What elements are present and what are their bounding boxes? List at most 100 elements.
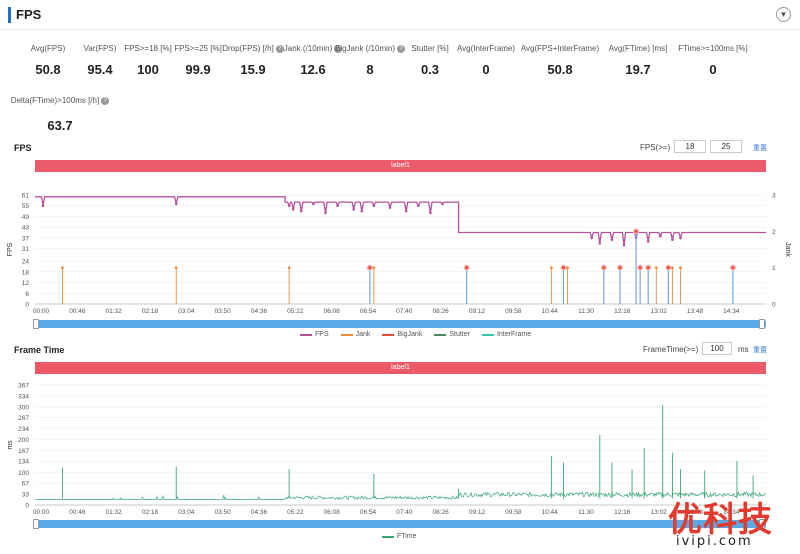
frametime-unit: ms [738, 345, 749, 354]
section-header: FPS ▼ [0, 0, 800, 30]
legend-label: FTime [397, 533, 417, 540]
bigjank-event-point [602, 266, 606, 270]
jank-event-point [287, 266, 291, 270]
fps-y-tick-label: 0 [25, 302, 29, 309]
metric-label: Avg(InterFrame) [448, 38, 524, 60]
frametime-legend: FTime [382, 533, 417, 540]
jank-y-tick-label: 1 [772, 265, 776, 272]
section-title: FPS [16, 7, 42, 22]
metric-6: BigJank (/10min)? 8 [332, 38, 408, 77]
fps-x-tick-label: 09:58 [505, 308, 522, 315]
fps-slider-handle-right[interactable] [759, 319, 765, 329]
fps-x-tick-label: 12:16 [614, 308, 631, 315]
metric-label: Avg(FPS+InterFrame) [518, 38, 602, 60]
fps-zoom-slider[interactable] [35, 320, 766, 328]
ft-x-tick-label: 00:00 [33, 509, 50, 516]
bigjank-event-point [465, 266, 469, 270]
fps-y-tick-label: 43 [22, 225, 30, 232]
metric-label: Var(FPS) [62, 38, 138, 60]
chevron-down-icon[interactable]: ▼ [776, 7, 791, 22]
frametime-slider-handle-right[interactable] [759, 519, 765, 529]
fps-dip-point [299, 209, 303, 213]
fps-dip-point [429, 211, 432, 215]
legend-label: Stutter [449, 331, 470, 338]
section-accent-bar [8, 7, 11, 23]
fps-y-tick-label: 18 [22, 269, 30, 276]
frametime-threshold-label: FrameTime(>=) [643, 345, 699, 354]
jank-y-axis-label: Jank [784, 242, 791, 257]
metric-8: Avg(InterFrame) 0 [448, 38, 524, 77]
frametime-slider-handle-left[interactable] [33, 519, 39, 529]
metric-value: 0 [482, 62, 490, 77]
fps-dip-point [312, 202, 315, 206]
legend-label: FPS [315, 331, 329, 338]
fps-x-tick-label: 03:50 [215, 308, 232, 315]
metric-value: 95.4 [87, 62, 113, 77]
ft-y-tick-label: 267 [18, 415, 29, 422]
jank-y-tick-label: 0 [772, 302, 776, 309]
ft-y-tick-label: 67 [22, 481, 30, 488]
ft-x-tick-label: 01:32 [106, 509, 123, 516]
legend-label: InterFrame [496, 331, 532, 338]
metric-value: 19.7 [625, 62, 651, 77]
fps-threshold-input-1[interactable] [674, 140, 706, 153]
fps-x-tick-label: 01:32 [106, 308, 123, 315]
bigjank-event-point [561, 266, 565, 270]
fps-x-tick-label: 13:02 [650, 308, 667, 315]
fps-y-axis-label: FPS [7, 242, 14, 256]
legend-item-bigjank[interactable]: BigJank [382, 331, 422, 338]
help-icon[interactable]: ? [397, 45, 406, 53]
fps-dip-point [679, 236, 682, 240]
legend-item-jank[interactable]: Jank [340, 331, 370, 338]
fps-y-tick-label: 31 [22, 246, 30, 253]
fps-threshold-input-2[interactable] [710, 140, 742, 153]
metric-label-text: FPS>=18 [%] [124, 44, 172, 53]
fps-legend: FPS Jank BigJank Stutter InterFrame [300, 331, 531, 338]
legend-swatch [382, 535, 394, 538]
fps-slider-handle-left[interactable] [33, 319, 39, 329]
help-icon[interactable]: ? [334, 45, 343, 53]
ft-x-tick-label: 14:34 [723, 509, 740, 516]
fps-reset-button[interactable]: 重置 [753, 145, 767, 152]
legend-item-fps[interactable]: FPS [300, 331, 329, 338]
metric-value: 0 [709, 62, 717, 77]
bigjank-event-point [638, 266, 642, 270]
fps-dip-point [41, 204, 45, 208]
frametime-reset-button[interactable]: 重置 [753, 347, 767, 354]
help-icon[interactable]: ? [101, 97, 110, 105]
fps-dip-point [671, 238, 674, 241]
ft-y-tick-label: 167 [18, 448, 29, 455]
fps-y-tick-label: 24 [22, 259, 30, 266]
fps-dip-point [336, 204, 339, 208]
fps-dip-point [610, 238, 614, 241]
fps-dip-point [352, 207, 356, 211]
fps-dip-point [388, 206, 392, 209]
ft-y-axis-label: ms [7, 440, 14, 450]
jank-event-point [174, 266, 178, 270]
ft-y-tick-label: 234 [18, 426, 29, 433]
legend-item-ftime[interactable]: FTime [382, 533, 417, 540]
metric-label-text: FTime>=100ms [%] [678, 44, 748, 53]
jank-event-point [372, 266, 376, 270]
frametime-zoom-slider[interactable] [35, 520, 766, 528]
fps-dip-point [416, 204, 420, 208]
ft-x-tick-label: 05:22 [287, 509, 304, 516]
jank-event-point [549, 266, 553, 270]
fps-chart-title: FPS [14, 143, 32, 153]
fps-label-band: label1 [35, 160, 766, 172]
ft-x-tick-label: 07:40 [396, 509, 413, 516]
jank-event-point [679, 266, 682, 270]
metric-value: 15.9 [240, 62, 266, 77]
metric-label-text: Avg(InterFrame) [456, 44, 516, 53]
legend-item-interframe[interactable]: InterFrame [481, 331, 532, 338]
fps-dip-point [324, 211, 327, 215]
legend-label: BigJank [397, 331, 423, 338]
fps-dip-point [360, 209, 364, 213]
fps-y-tick-label: 61 [22, 193, 30, 200]
legend-swatch [434, 333, 447, 336]
legend-item-stutter[interactable]: Stutter [434, 331, 470, 338]
frametime-threshold-input[interactable] [702, 342, 732, 355]
help-icon[interactable]: ? [275, 45, 284, 53]
ft-x-tick-label: 09:12 [469, 509, 486, 516]
ft-x-tick-label: 03:04 [178, 509, 195, 516]
